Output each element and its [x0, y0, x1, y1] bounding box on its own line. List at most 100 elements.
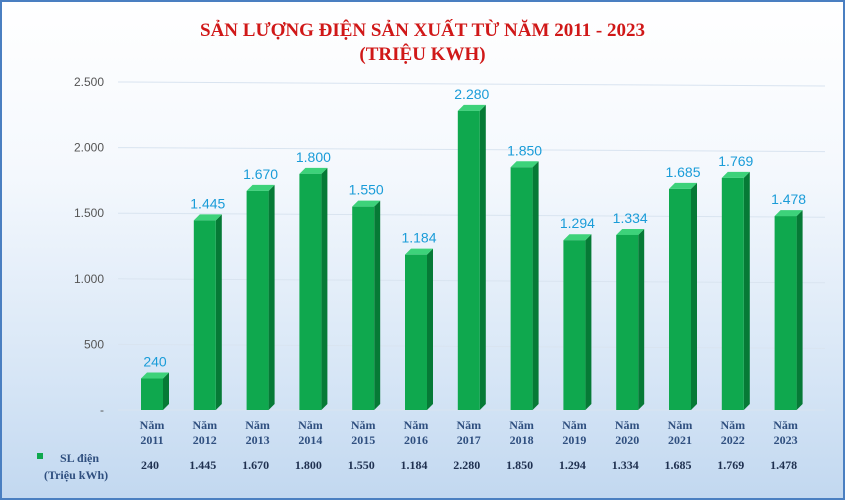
data-label: 1.445	[190, 195, 225, 211]
bar	[669, 182, 697, 410]
x-tick-label-line2: 2023	[774, 433, 798, 447]
bar-top	[457, 104, 486, 111]
bar-front	[774, 216, 797, 410]
data-label: 1.670	[243, 166, 278, 182]
y-tick-label: 2.500	[74, 75, 104, 89]
bar	[193, 214, 222, 410]
x-tick-label-line1: Năm	[773, 418, 798, 432]
bar-side	[163, 372, 169, 410]
x-axis: Năm2011Năm2012Năm2013Năm2014Năm2015Năm20…	[140, 418, 798, 447]
x-tick-label-line1: Năm	[509, 418, 534, 432]
data-label: 1.294	[560, 215, 595, 231]
x-tick-label-line1: Năm	[615, 418, 640, 432]
bar-side	[638, 228, 645, 410]
bar-top	[563, 234, 592, 241]
x-tick-label-line1: Năm	[140, 418, 165, 432]
bar	[721, 171, 750, 410]
table-cell: 1.670	[242, 458, 269, 472]
legend-label-line1: SL điện	[60, 451, 99, 465]
bar-front	[563, 240, 586, 410]
data-label: 1.850	[507, 142, 542, 158]
data-label: 1.769	[718, 153, 753, 169]
bar-side	[743, 171, 750, 410]
chart-title: SẢN LƯỢNG ĐIỆN SẢN XUẤT TỪ NĂM 2011 - 20…	[200, 20, 645, 41]
x-tick-label-line2: 2014	[298, 433, 322, 447]
table-cell: 1.478	[770, 458, 797, 472]
x-tick-label-line2: 2022	[721, 433, 745, 447]
bar-side	[585, 234, 592, 410]
data-label: 1.334	[613, 210, 648, 226]
table-cell: 1.294	[559, 458, 586, 472]
bar-front	[721, 177, 744, 410]
bar-top	[774, 210, 803, 217]
bar-side	[532, 161, 539, 410]
bar-top	[616, 228, 645, 235]
bar-front	[246, 190, 269, 410]
bar-front	[457, 110, 480, 410]
x-tick-label-line1: Năm	[456, 418, 481, 432]
bar-top	[246, 184, 275, 191]
x-tick-label-line2: 2020	[615, 433, 639, 447]
bar-side	[321, 167, 328, 410]
x-tick-label-line2: 2012	[193, 433, 217, 447]
x-tick-label-line1: Năm	[298, 418, 323, 432]
legend: SL điện (Triệu kWh)	[37, 451, 108, 482]
bar	[246, 184, 275, 410]
bars	[141, 104, 803, 410]
table-cell: 240	[141, 458, 159, 472]
bar-front	[405, 254, 427, 410]
data-label: 1.184	[401, 230, 436, 246]
bar	[774, 210, 803, 410]
table-cell: 1.850	[506, 458, 533, 472]
y-tick-label: 1.500	[74, 206, 104, 220]
data-label: 2.280	[454, 86, 489, 102]
table-cell: 1.184	[401, 458, 428, 472]
legend-swatch	[37, 453, 43, 459]
y-tick-label: 2.000	[74, 141, 104, 155]
bar	[616, 228, 645, 410]
x-tick-label-line1: Năm	[192, 418, 217, 432]
legend-label-line2: (Triệu kWh)	[44, 468, 108, 482]
bar	[299, 167, 328, 410]
y-tick-label: 500	[84, 337, 104, 351]
bar-top	[141, 372, 169, 379]
bar-front	[193, 220, 216, 410]
bar-side	[215, 214, 222, 410]
x-tick-label-line1: Năm	[245, 418, 270, 432]
x-tick-label-line2: 2015	[351, 433, 375, 447]
data-label: 240	[143, 354, 167, 370]
bar-side	[796, 210, 803, 410]
data-labels: 240 1.445 1.670 1.800 1.550 1.184 2.280 1.850 1.…	[143, 86, 806, 370]
bar-front	[299, 173, 322, 410]
gridline	[117, 81, 826, 87]
table-cell: 1.769	[717, 458, 744, 472]
bar-top	[669, 182, 697, 189]
x-tick-label-line2: 2017	[457, 433, 481, 447]
table-cell: 1.550	[348, 458, 375, 472]
bar-front	[141, 378, 163, 410]
bar-front	[616, 234, 639, 410]
bar-side	[691, 182, 697, 410]
y-tick-label: -	[100, 403, 104, 417]
data-table: 240 1.445 1.670 1.800 1.550 1.184 2.280 1.850 1.…	[141, 458, 797, 472]
data-label: 1.550	[349, 182, 384, 198]
data-label: 1.478	[771, 191, 806, 207]
bar	[352, 200, 381, 410]
x-tick-label-line2: 2018	[510, 433, 534, 447]
table-cell: 1.800	[295, 458, 322, 472]
x-tick-label-line1: Năm	[404, 418, 429, 432]
bar-top	[352, 200, 381, 207]
chart-subtitle: (TRIỆU KWH)	[359, 44, 486, 65]
bar	[510, 161, 539, 410]
bar-front	[510, 167, 533, 410]
table-cell: 1.445	[189, 458, 216, 472]
table-cell: 1.334	[612, 458, 639, 472]
bar-front	[352, 206, 375, 410]
bar	[563, 234, 592, 410]
bar-top	[405, 248, 433, 255]
x-tick-label-line2: 2013	[246, 433, 270, 447]
x-tick-label-line1: Năm	[351, 418, 376, 432]
bar-side	[268, 184, 275, 410]
data-label: 1.685	[665, 164, 700, 180]
